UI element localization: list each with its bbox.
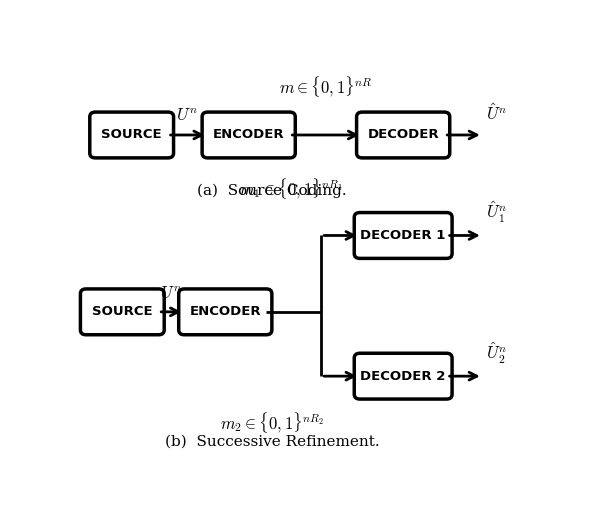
- FancyBboxPatch shape: [80, 289, 164, 335]
- Text: SOURCE: SOURCE: [92, 305, 153, 318]
- Text: SOURCE: SOURCE: [101, 128, 162, 141]
- Text: $m_1 \in \{0,1\}^{nR_1}$: $m_1 \in \{0,1\}^{nR_1}$: [239, 176, 343, 201]
- Text: $m \in \{0,1\}^{nR}$: $m \in \{0,1\}^{nR}$: [279, 74, 373, 99]
- FancyBboxPatch shape: [90, 112, 173, 158]
- FancyBboxPatch shape: [179, 289, 272, 335]
- FancyBboxPatch shape: [355, 212, 452, 258]
- Text: $m_2 \in \{0,1\}^{nR_2}$: $m_2 \in \{0,1\}^{nR_2}$: [220, 410, 324, 435]
- Text: $\hat{U}^n$: $\hat{U}^n$: [486, 103, 507, 124]
- Text: DECODER: DECODER: [367, 128, 439, 141]
- FancyBboxPatch shape: [355, 353, 452, 399]
- Text: $\hat{U}_1^n$: $\hat{U}_1^n$: [486, 200, 507, 226]
- Text: $U^n$: $U^n$: [176, 107, 198, 124]
- Text: $\hat{U}_2^n$: $\hat{U}_2^n$: [486, 341, 507, 366]
- Text: ENCODER: ENCODER: [190, 305, 261, 318]
- FancyBboxPatch shape: [356, 112, 450, 158]
- Text: DECODER 1: DECODER 1: [361, 229, 446, 242]
- Text: (a)  Source Coding.: (a) Source Coding.: [198, 183, 347, 198]
- Text: $U^n$: $U^n$: [160, 285, 182, 302]
- Text: ENCODER: ENCODER: [213, 128, 284, 141]
- Text: (b)  Successive Refinement.: (b) Successive Refinement.: [165, 434, 379, 448]
- FancyBboxPatch shape: [202, 112, 295, 158]
- Text: DECODER 2: DECODER 2: [361, 370, 446, 383]
